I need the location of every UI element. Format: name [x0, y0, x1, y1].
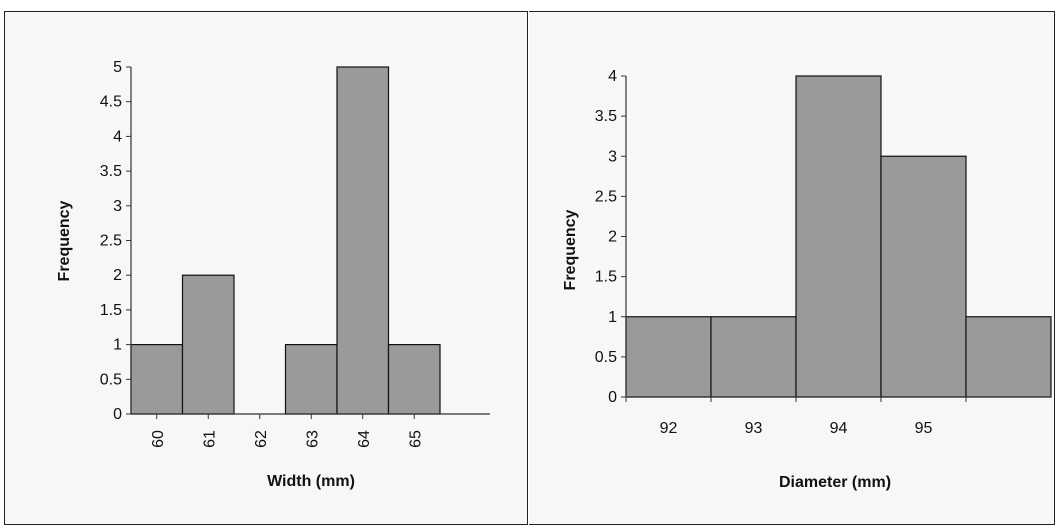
bar-64: [336, 66, 390, 415]
y-tick-label: 3.5: [100, 163, 122, 180]
bar-65: [387, 344, 441, 415]
y-tick-label: 0.5: [100, 371, 122, 388]
x-tick-label: 61: [201, 430, 218, 448]
diameter-histogram: 0 0.5 1 1.5 2 2.5 3 3.5 4 92 93 94 95 Frequency Dia…: [562, 68, 1052, 491]
y-axis-title: Frequency: [562, 209, 579, 290]
y-tick-label: 2: [113, 267, 122, 284]
bar-95: [880, 155, 967, 398]
x-tick-label: 94: [830, 420, 848, 437]
y-tick-label: 2.5: [595, 188, 617, 205]
y-tick-label: 0.5: [595, 349, 617, 366]
y-tick-label: 1: [113, 337, 122, 354]
bar-61: [181, 274, 235, 415]
x-tick-label: 95: [915, 420, 933, 437]
bar-63: [284, 344, 338, 415]
bar-93: [710, 316, 797, 398]
y-tick-label: 5: [113, 59, 122, 76]
y-tick-label: 1.5: [595, 269, 617, 286]
x-tick-label: 65: [407, 430, 424, 448]
y-tick-label: 3: [608, 148, 617, 165]
chart-panel-width: 0 0.5 1 1.5 2 2.5 3 3.5 4 4.5 5 60 61 62 63 64 65 Frequ…: [4, 11, 528, 525]
y-tick-label: 1: [608, 309, 617, 326]
y-axis-title: Frequency: [56, 200, 73, 281]
bar-60: [130, 344, 184, 415]
width-histogram: 0 0.5 1 1.5 2 2.5 3 3.5 4 4.5 5 60 61 62 63 64 65 Frequ…: [56, 59, 490, 490]
y-tick-label: 1.5: [100, 302, 122, 319]
bar-92: [625, 316, 712, 398]
x-tick-label: 92: [660, 420, 678, 437]
chart-panel-diameter: 0 0.5 1 1.5 2 2.5 3 3.5 4 92 93 94 95 Frequency Dia…: [529, 11, 1055, 525]
y-tick-label: 4: [113, 128, 122, 145]
y-tick-label: 4.5: [100, 94, 122, 111]
x-tick-label: 62: [253, 430, 270, 448]
y-tick-label: 4: [608, 68, 617, 85]
y-tick-label: 2: [608, 229, 617, 246]
x-tick-label: 63: [304, 430, 321, 448]
x-tick-label: 93: [745, 420, 763, 437]
x-tick-label: 60: [150, 430, 167, 448]
bar-bin-5: [965, 316, 1052, 398]
y-tick-label: 3.5: [595, 108, 617, 125]
x-tick-label: 64: [356, 430, 373, 448]
bar-94: [795, 75, 882, 398]
y-tick-label: 0: [113, 406, 122, 423]
x-axis-title: Width (mm): [267, 473, 355, 490]
y-tick-label: 0: [608, 389, 617, 406]
x-axis-title: Diameter (mm): [779, 474, 891, 491]
y-tick-label: 3: [113, 198, 122, 215]
y-tick-label: 2.5: [100, 233, 122, 250]
